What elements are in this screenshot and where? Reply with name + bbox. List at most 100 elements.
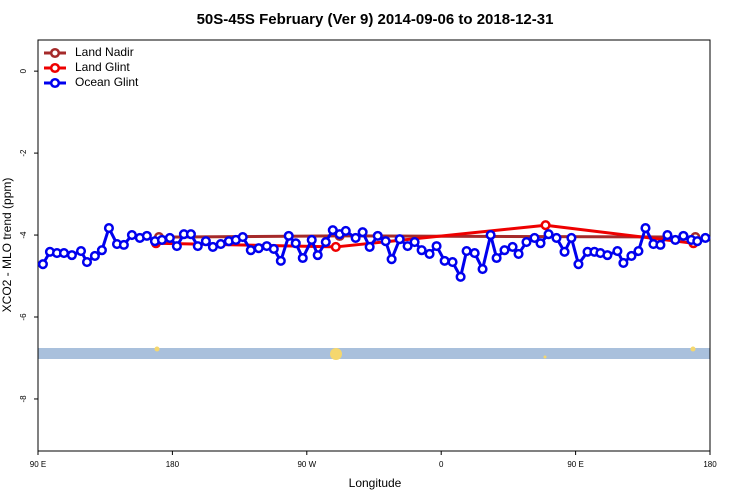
- data-point: [670, 234, 681, 246]
- y-tick-label: -6: [19, 313, 28, 321]
- data-point: [81, 257, 93, 268]
- legend-marker: [49, 47, 61, 59]
- data-point: [513, 248, 524, 259]
- x-tick-label: 90 W: [297, 460, 316, 469]
- data-point: [386, 254, 397, 265]
- data-point: [185, 229, 196, 240]
- data-point: [350, 232, 361, 243]
- data-point: [327, 225, 338, 236]
- data-point: [192, 241, 203, 252]
- data-point: [171, 241, 182, 252]
- data-point: [559, 246, 570, 257]
- data-point: [268, 243, 279, 255]
- x-tick-label: 90 E: [567, 460, 583, 469]
- x-tick-label: 180: [703, 460, 717, 469]
- data-point: [543, 229, 554, 240]
- legend-marker: [49, 62, 61, 74]
- plot-frame: [37, 39, 711, 452]
- data-point: [306, 234, 317, 246]
- data-point: [409, 236, 420, 248]
- x-axis-label: Longitude: [349, 476, 402, 490]
- y-tick-label: -2: [19, 149, 28, 157]
- legend-label: Ocean Glint: [75, 75, 139, 89]
- data-point: [416, 245, 427, 256]
- data-point: [640, 223, 651, 234]
- data-point: [655, 239, 666, 250]
- data-point: [529, 232, 540, 243]
- data-point: [290, 238, 301, 249]
- data-point: [477, 264, 488, 275]
- data-point: [431, 241, 442, 252]
- data-point: [207, 241, 218, 252]
- data-point: [156, 234, 167, 246]
- data-point: [372, 230, 383, 241]
- data-point: [164, 232, 175, 243]
- data-point: [312, 250, 323, 261]
- data-point: [394, 234, 405, 245]
- data-point: [126, 230, 137, 241]
- legend-label: Land Nadir: [75, 45, 134, 59]
- data-point: [402, 241, 413, 252]
- data-point: [89, 250, 100, 261]
- data-point: [455, 271, 466, 282]
- data-point: [573, 259, 584, 270]
- data-point: [491, 252, 502, 264]
- data-point: [253, 243, 264, 254]
- data-point: [320, 236, 331, 248]
- data-point: [118, 239, 129, 250]
- data-point: [618, 257, 629, 268]
- legend-marker: [49, 77, 61, 89]
- data-point: [507, 241, 518, 252]
- data-point: [103, 223, 114, 234]
- land-marker: [690, 346, 696, 352]
- data-point: [447, 257, 458, 268]
- data-point: [96, 245, 107, 256]
- data-point: [364, 241, 375, 252]
- data-point: [551, 232, 562, 243]
- data-point: [380, 236, 391, 247]
- data-point: [439, 255, 450, 266]
- data-point: [692, 236, 703, 247]
- data-point: [283, 230, 294, 241]
- x-tick-label: 0: [439, 460, 444, 469]
- data-point: [461, 245, 472, 257]
- data-point: [633, 245, 644, 257]
- data-point: [66, 250, 77, 261]
- data-point: [485, 230, 496, 241]
- data-point: [330, 241, 341, 252]
- y-axis-label: XCO2 - MLO trend (ppm): [0, 178, 14, 313]
- legend-label: Land Glint: [75, 60, 130, 74]
- data-point: [626, 250, 637, 261]
- data-point: [612, 245, 623, 257]
- data-point: [245, 245, 256, 256]
- data-point: [602, 250, 613, 261]
- y-tick-label: -4: [19, 231, 28, 239]
- data-point: [662, 230, 673, 241]
- data-point: [75, 245, 87, 257]
- data-point: [424, 248, 435, 259]
- data-point: [700, 232, 711, 243]
- data-point: [275, 255, 286, 266]
- y-tick-label: 0: [19, 68, 28, 73]
- data-point: [499, 245, 510, 256]
- data-point: [540, 220, 551, 231]
- data-point: [215, 239, 226, 250]
- data-point: [200, 236, 211, 247]
- data-point: [58, 248, 70, 259]
- land-marker: [330, 348, 342, 360]
- series-line: [155, 223, 694, 249]
- data-point: [521, 236, 532, 248]
- data-point: [340, 225, 351, 237]
- x-tick-label: 180: [166, 460, 180, 469]
- data-point: [566, 232, 577, 243]
- chart-title: 50S-45S February (Ver 9) 2014-09-06 to 2…: [197, 11, 554, 28]
- x-tick-label: 90 E: [30, 460, 46, 469]
- data-point: [237, 232, 248, 243]
- land-marker: [543, 355, 547, 359]
- land-marker: [154, 346, 160, 352]
- data-point: [141, 230, 152, 241]
- data-point: [469, 248, 480, 259]
- data-point: [357, 227, 368, 238]
